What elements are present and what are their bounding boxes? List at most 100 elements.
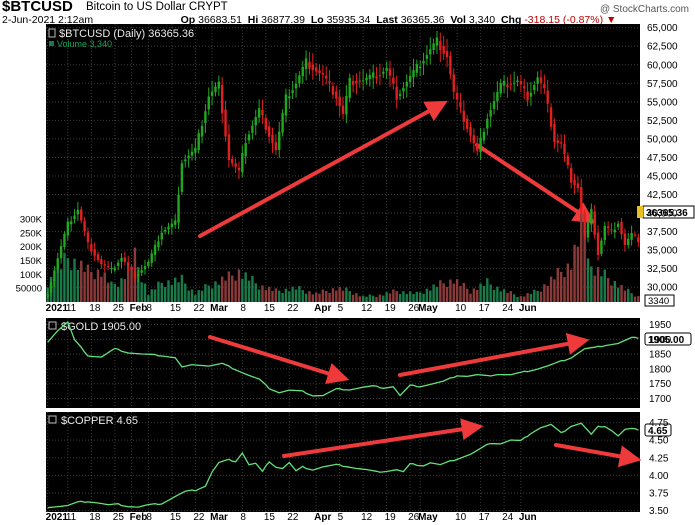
gold-swatch-icon — [48, 321, 57, 330]
x-tick-label: 15 — [170, 512, 182, 523]
candle — [210, 91, 214, 96]
volume-bar — [593, 275, 596, 302]
volume-bar — [69, 270, 73, 302]
btc-y-tick-label: 62,500 — [647, 42, 678, 53]
low-label: Lo — [310, 14, 324, 26]
candle — [489, 110, 492, 117]
quote-date: 2-Jun-2021 2:12am — [2, 14, 94, 26]
candle — [600, 240, 603, 254]
candle — [546, 90, 549, 104]
x-tick-label: Apr — [314, 512, 331, 523]
candle — [630, 232, 633, 240]
volume-bar — [496, 286, 499, 302]
candle — [358, 80, 361, 82]
candle — [308, 61, 311, 69]
copper-y-tick-label: 4.50 — [649, 436, 669, 447]
volume-y-tick-label: 300K — [20, 215, 43, 226]
candle — [351, 81, 355, 85]
volume-bar — [345, 287, 348, 302]
volume-bar — [361, 295, 365, 302]
volume-bar — [56, 265, 59, 302]
volume-y-tick-label: 200K — [20, 242, 43, 253]
gold-legend: $GOLD 1905.00 — [48, 321, 141, 333]
candle — [278, 131, 281, 151]
volume-bar — [308, 291, 311, 302]
candle — [549, 107, 553, 127]
candle — [335, 91, 338, 99]
candle — [395, 86, 398, 100]
volume-bar — [103, 272, 106, 302]
candle — [288, 96, 291, 99]
candle — [469, 127, 472, 136]
x-tick-label: 22 — [193, 512, 205, 523]
gold-downtrend-arrow — [208, 335, 350, 384]
volume-bar — [509, 291, 513, 302]
volume-bar — [113, 283, 117, 302]
volume-bar — [553, 279, 556, 302]
x-tick-label: 19 — [385, 512, 397, 523]
volume-bar — [90, 271, 93, 302]
candle — [153, 244, 157, 255]
candle — [361, 80, 365, 82]
volume-bar — [569, 269, 573, 302]
candle — [69, 221, 73, 225]
candle — [580, 187, 583, 213]
candle — [476, 143, 479, 151]
candle — [163, 229, 167, 232]
volume-bar — [445, 287, 449, 302]
copper-downtrend-arrow — [554, 443, 642, 468]
volume-bar — [153, 289, 157, 302]
volume-bar — [596, 267, 600, 302]
btc-y-tick-label: 47,500 — [647, 153, 678, 164]
volume-bar — [143, 283, 147, 302]
x-tick-label: 26 — [408, 512, 420, 523]
volume-bar — [392, 289, 395, 302]
btc-last-tag-text: 36365.36 — [646, 208, 688, 219]
volume-bar — [516, 297, 519, 302]
candle — [506, 84, 509, 87]
btc-legend: $BTCUSD (Daily) 36365.36 Volume 3,340 — [48, 28, 194, 49]
volume-bar — [237, 269, 241, 302]
candle — [227, 134, 231, 160]
volume-bar — [123, 279, 127, 302]
volume-bar — [304, 293, 308, 302]
volume-bar — [167, 280, 170, 302]
candle — [123, 257, 127, 262]
x-tick-label: 26 — [408, 303, 420, 314]
volume-bar — [120, 278, 123, 302]
volume-bar — [512, 294, 516, 302]
gold-last-tag: 1905.00 — [644, 332, 692, 346]
candle — [492, 101, 496, 109]
volume-bar — [80, 260, 83, 302]
candle — [623, 233, 627, 245]
volume-bar — [173, 277, 177, 302]
x-tick-label: 22 — [193, 303, 205, 314]
candle — [96, 254, 100, 260]
candle — [247, 134, 251, 141]
candle — [378, 75, 382, 77]
x-tick-label: 11 — [66, 512, 77, 523]
candle — [110, 267, 113, 269]
candle — [593, 211, 596, 235]
volume-bar — [600, 276, 603, 302]
candle — [56, 258, 59, 270]
volume-bar — [432, 284, 435, 302]
volume-bar — [429, 290, 432, 302]
volume-bar — [257, 289, 261, 302]
volume-bar — [274, 288, 278, 302]
gold-legend-text: $GOLD 1905.00 — [61, 321, 141, 333]
volume-bar — [529, 293, 533, 302]
x-tick-label: 2021 — [46, 512, 69, 523]
volume-bar — [234, 280, 237, 302]
candle — [388, 68, 392, 76]
volume-bar — [586, 258, 590, 302]
candle — [502, 80, 506, 86]
brand-text[interactable]: @ StockCharts.com — [599, 4, 689, 15]
volume-bar — [127, 263, 130, 302]
candle — [130, 266, 133, 270]
x-tick-label: Jun — [519, 512, 537, 523]
candle — [462, 110, 466, 122]
volume-bar — [241, 278, 244, 302]
volume-bar — [59, 269, 63, 302]
volume-bar — [385, 292, 388, 302]
